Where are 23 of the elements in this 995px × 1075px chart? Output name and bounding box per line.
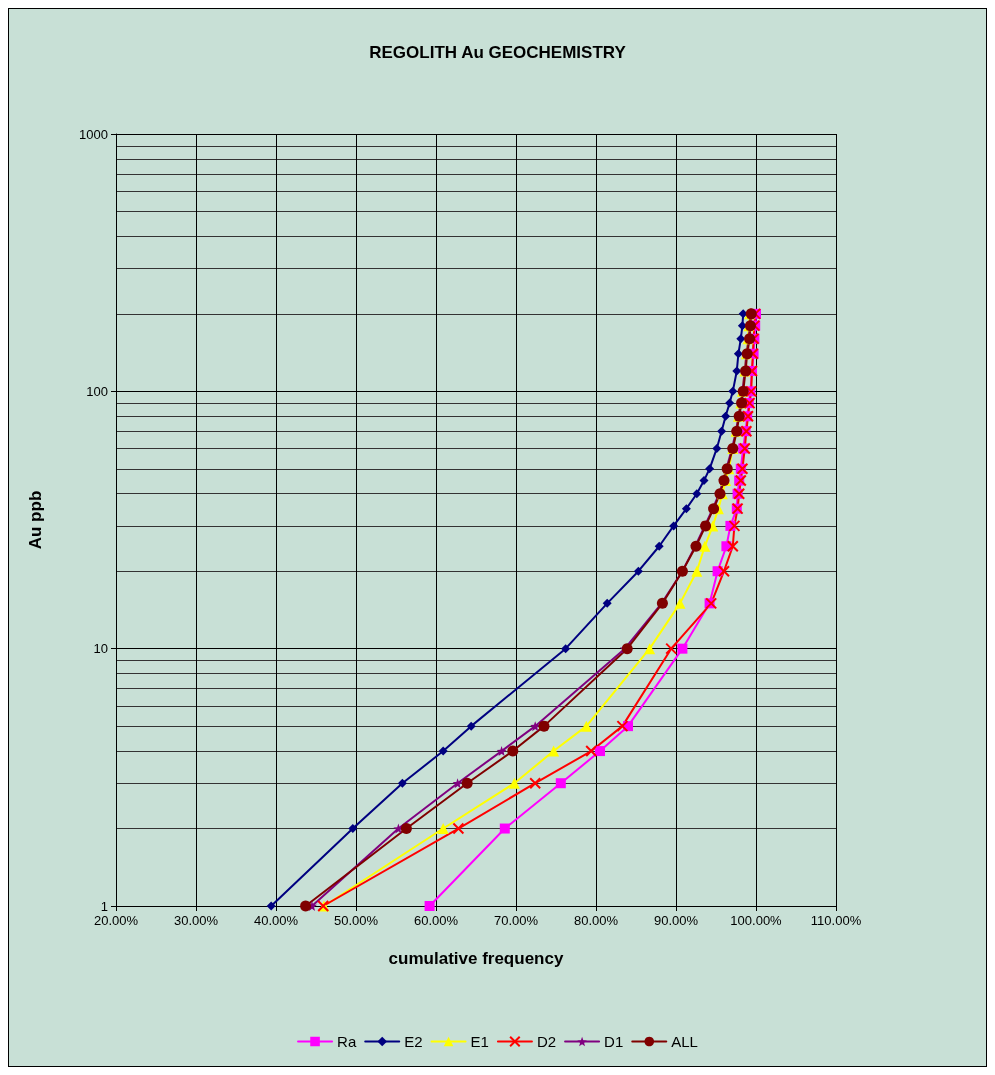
x-tick-label: 70.00% xyxy=(493,913,539,928)
x-tick-label: 100.00% xyxy=(730,913,783,928)
y-axis-title: Au ppb xyxy=(26,490,45,550)
legend-label: Ra xyxy=(337,1033,357,1050)
legend-label: D1 xyxy=(604,1033,624,1050)
legend-label: E2 xyxy=(404,1033,423,1050)
y-tick-label: 1 xyxy=(100,898,108,914)
x-tick-label: 20.00% xyxy=(93,913,139,928)
y-tick-label: 10 xyxy=(93,641,108,657)
x-tick-label: 90.00% xyxy=(653,913,699,928)
x-tick-label: 50.00% xyxy=(333,913,379,928)
y-tick-label: 100 xyxy=(86,383,108,399)
legend-label: ALL xyxy=(671,1033,698,1050)
legend-label: D2 xyxy=(536,1033,557,1050)
chart-title: REGOLITH Au GEOCHEMISTRY xyxy=(369,43,627,62)
x-tick-label: 80.00% xyxy=(573,913,619,928)
legend-label: E1 xyxy=(470,1033,489,1050)
x-tick-label: 60.00% xyxy=(413,913,459,928)
x-tick-label: 40.00% xyxy=(253,913,299,928)
y-tick-label: 1000 xyxy=(79,126,108,142)
x-axis-title: cumulative frequency xyxy=(388,949,564,968)
x-tick-label: 30.00% xyxy=(173,913,219,928)
x-tick-label: 110.00% xyxy=(810,913,862,928)
